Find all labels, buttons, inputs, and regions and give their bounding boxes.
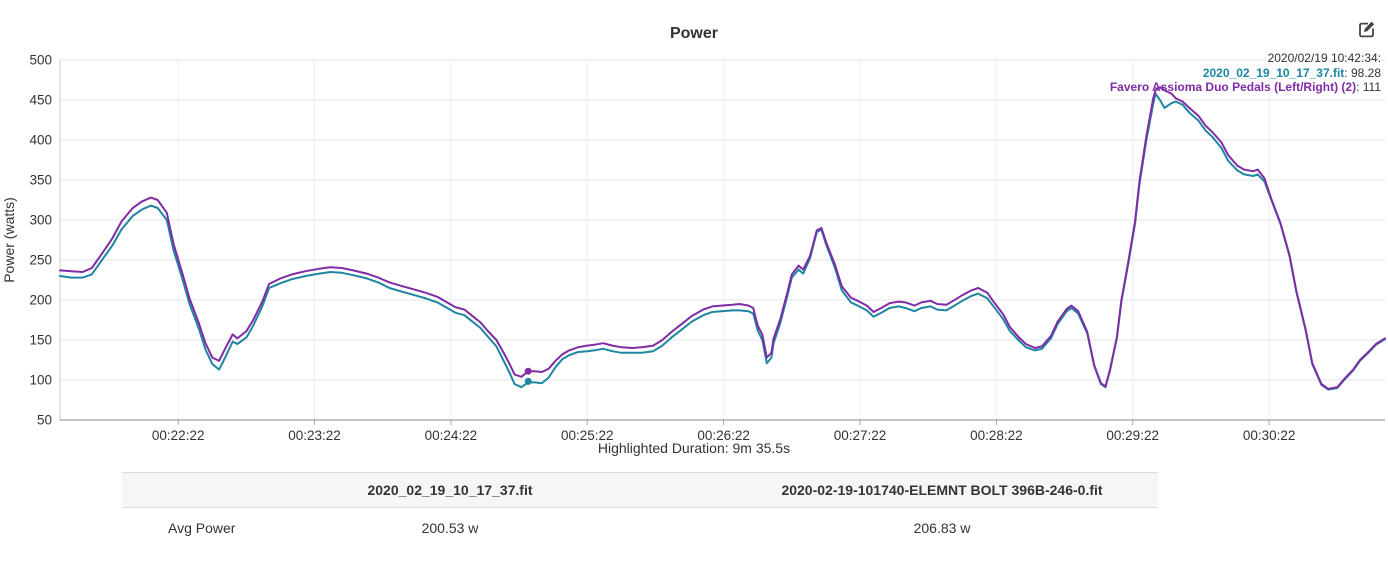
tooltip-file2-label: Favero Assioma Duo Pedals (Left/Right) (…	[1109, 80, 1357, 94]
table-header-file1: 2020_02_19_10_17_37.fit	[367, 482, 533, 498]
table-metric-label: Avg Power	[168, 520, 236, 536]
y-tick-label: 150	[29, 333, 52, 348]
x-tick-label: 00:29:22	[1106, 428, 1159, 443]
edit-icon	[1359, 21, 1375, 38]
power-chart-plot-area[interactable]: 50 100 150 200 250 300 350 400 450 500 00:22:22 00:…	[0, 0, 1388, 468]
y-tick-label: 400	[29, 133, 52, 148]
y-tick-label: 100	[29, 373, 52, 388]
series-line-1	[59, 92, 1386, 391]
series-line-2	[59, 86, 1386, 390]
y-tick-label: 350	[29, 173, 52, 188]
highlighted-duration: Highlighted Duration: 9m 35.5s	[597, 440, 791, 456]
y-axis-title: Power (watts)	[1, 197, 17, 283]
y-tick-label: 200	[29, 293, 52, 308]
y-tick-label: 450	[29, 93, 52, 108]
tooltip-timestamp: 2020/02/19 10:42:34:	[1267, 51, 1381, 65]
table-value-file2: 206.83 w	[913, 520, 971, 536]
x-tick-label: 00:24:22	[425, 428, 478, 443]
x-tick-label: 00:23:22	[288, 428, 341, 443]
x-tick-label: 00:25:22	[561, 428, 614, 443]
x-tick-label: 00:28:22	[970, 428, 1023, 443]
comparison-table: 2020_02_19_10_17_37.fit 2020-02-19-10174…	[122, 472, 1158, 548]
tooltip-entry-file1: 2020_02_19_10_17_37.fit: 98.28	[1110, 66, 1381, 81]
tooltip-file1-label: 2020_02_19_10_17_37.fit	[1202, 65, 1345, 80]
x-tick-label: 00:27:22	[834, 428, 887, 443]
edit-chart-button[interactable]	[1357, 19, 1377, 39]
y-tick-label: 500	[29, 53, 52, 68]
table-row-avg-power: Avg Power 200.53 w 206.83 w	[122, 508, 1158, 548]
table-header-file2: 2020-02-19-101740-ELEMNT BOLT 396B-246-0…	[781, 482, 1103, 498]
table-value-file1: 200.53 w	[421, 520, 479, 536]
chart-tooltip: 2020/02/19 10:42:34: 2020_02_19_10_17_37…	[1110, 51, 1381, 95]
comparison-table-header-row: 2020_02_19_10_17_37.fit 2020-02-19-10174…	[122, 473, 1158, 508]
hover-marker-series-2	[524, 367, 532, 375]
hover-marker-series-1	[524, 377, 532, 385]
y-tick-label: 250	[29, 253, 52, 268]
tooltip-file2-value: : 111	[1356, 80, 1381, 94]
chart-title: Power	[669, 25, 718, 42]
x-tick-label: 00:22:22	[152, 428, 205, 443]
tooltip-entry-file2: Favero Assioma Duo Pedals (Left/Right) (…	[1110, 80, 1381, 95]
x-tick-label: 00:30:22	[1243, 428, 1296, 443]
y-tick-label: 300	[29, 213, 52, 228]
tooltip-file1-value: : 98.28	[1344, 65, 1381, 80]
y-tick-label: 50	[37, 413, 52, 428]
x-tick-label: 00:26:22	[697, 428, 750, 443]
